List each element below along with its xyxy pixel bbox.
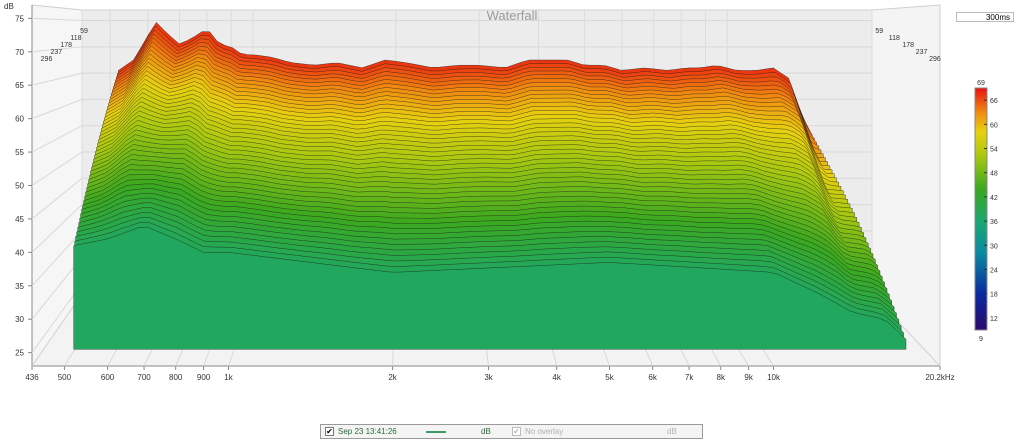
y-tick-label: 50 <box>15 182 24 191</box>
colorbar-tick-label: 30 <box>990 243 998 250</box>
time-tick-label-right: 178 <box>902 42 914 49</box>
x-tick-label: 500 <box>58 373 72 382</box>
x-tick-label: 20.2kHz <box>925 373 954 382</box>
y-tick-label: 65 <box>15 81 24 90</box>
x-tick-label: 4k <box>552 373 561 382</box>
x-tick-label: 800 <box>169 373 183 382</box>
x-tick-label: 5k <box>605 373 614 382</box>
x-tick-label: 436 <box>25 373 39 382</box>
time-tick-label-right: 118 <box>889 35 900 42</box>
legend-bar: ✔ Sep 23 13:41:26 dB ✔ No overlay dB <box>320 424 703 439</box>
colorbar-tick-label: 12 <box>990 316 998 323</box>
chart-title: Waterfall <box>487 8 538 23</box>
y-tick-labels: 25 30 35 40 45 50 55 60 65 70 75 <box>15 14 24 357</box>
colorbar-tick-label: 42 <box>990 195 998 202</box>
y-tick-label: 70 <box>15 48 24 57</box>
entry1-checkbox[interactable]: ✔ <box>325 427 334 436</box>
y-tick-label: 30 <box>15 315 24 324</box>
waterfall-slices <box>73 22 907 350</box>
x-tick-label: 900 <box>197 373 211 382</box>
x-tick-label: 9k <box>744 373 753 382</box>
waterfall-slice <box>73 226 907 350</box>
x-tick-labels: 436 500 600 700 800 900 1k 2k 3k 4k 5k 6k 7k 8k 9k 10k 2… <box>25 373 954 382</box>
time-tick-label-left: 237 <box>51 49 63 56</box>
x-tick-label: 6k <box>648 373 657 382</box>
colorbar-tick-label: 36 <box>990 219 998 226</box>
colorbar-tick-label: 54 <box>990 147 998 154</box>
y-tick-label: 35 <box>15 282 24 291</box>
y-tick-label: 25 <box>15 349 24 358</box>
x-tick-label: 700 <box>137 373 151 382</box>
y-tick-label: 55 <box>15 148 24 157</box>
x-tick-label: 2k <box>388 373 397 382</box>
time-tick-label-right: 59 <box>875 28 883 35</box>
y-tick-label: 60 <box>15 115 24 124</box>
colorbar-max-label: 69 <box>977 80 985 87</box>
entry2-unit: dB <box>667 427 677 436</box>
x-tick-label: 10k <box>767 373 781 382</box>
time-tick-label-right: 237 <box>916 49 928 56</box>
entry2-checkbox[interactable]: ✔ <box>512 427 521 436</box>
colorbar-tick-label: 66 <box>990 98 998 105</box>
entry2-label: No overlay <box>525 427 564 436</box>
colorbar-tick-label: 24 <box>990 268 998 275</box>
colorbar-min-label: 9 <box>979 336 983 343</box>
y-tick-label: 40 <box>15 248 24 257</box>
x-tick-label: 600 <box>101 373 115 382</box>
x-tick-label: 7k <box>685 373 694 382</box>
entry1-unit: dB <box>481 427 491 436</box>
time-tick-label-right: 296 <box>929 56 941 63</box>
x-tick-label: 1k <box>224 373 233 382</box>
colorbar-tick-label: 60 <box>990 122 998 129</box>
time-axis-max-label: 300ms <box>956 12 1014 22</box>
time-tick-label-left: 118 <box>70 35 81 42</box>
y-tick-label: 75 <box>15 14 24 23</box>
y-tick-label: 45 <box>15 215 24 224</box>
x-tick-label: 8k <box>717 373 726 382</box>
colorbar-tick-label: 18 <box>990 292 998 299</box>
entry1-label: Sep 23 13:41:26 <box>338 427 397 436</box>
colorbar: 69 9 12 18 24 30 36 42 48 54 60 66 <box>974 80 998 343</box>
time-tick-label-left: 178 <box>60 42 72 49</box>
y-axis-label: dB <box>4 2 14 11</box>
time-tick-label-left: 296 <box>41 56 53 63</box>
colorbar-tick-label: 48 <box>990 171 998 178</box>
x-tick-label: 3k <box>484 373 493 382</box>
entry1-swatch <box>426 431 446 433</box>
time-tick-label-left: 59 <box>80 28 88 35</box>
